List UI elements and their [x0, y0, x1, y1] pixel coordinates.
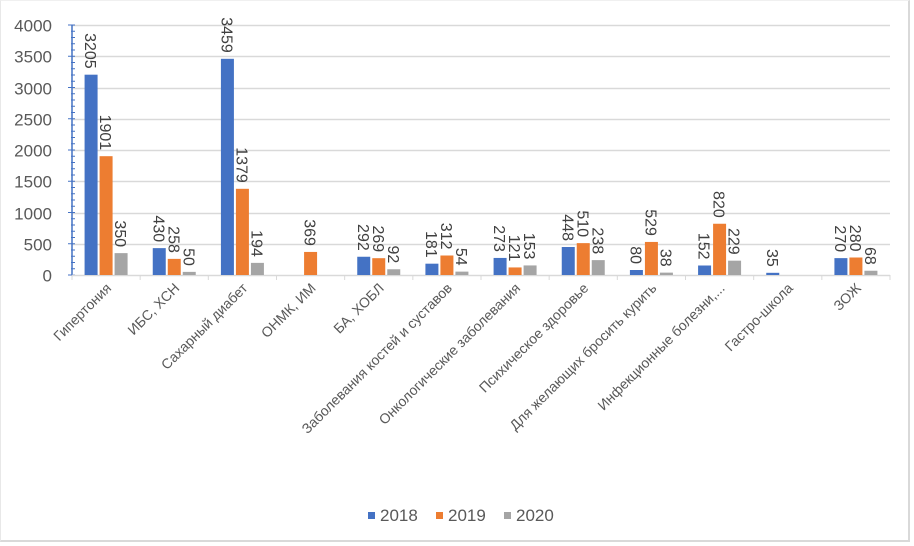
bar-2018 [561, 247, 575, 275]
bar-2018 [152, 248, 166, 275]
bar-2020 [523, 265, 537, 275]
data-label: 3205 [81, 33, 98, 69]
bar-2019 [644, 241, 658, 275]
legend-label: 2019 [448, 506, 486, 525]
data-label: 269 [369, 225, 386, 252]
data-label: 369 [301, 219, 318, 246]
data-label: 35 [763, 249, 780, 267]
data-label: 510 [573, 210, 590, 237]
data-label: 273 [490, 225, 507, 252]
bar-2018 [766, 272, 780, 275]
legend-swatch-2020 [504, 512, 511, 519]
data-label: 280 [846, 225, 863, 252]
legend: 2018 2019 2020 [368, 506, 554, 525]
data-labels: 3205 430 3459 292 181 273 448 80 152 35 270 1901 258… [81, 17, 878, 267]
data-label: 38 [656, 249, 673, 267]
bar-2020 [728, 260, 742, 275]
data-label: 3459 [217, 17, 234, 53]
bar-2018 [220, 58, 234, 275]
bar-2018 [493, 257, 507, 275]
bar-2018 [698, 265, 712, 275]
bar-2018 [357, 256, 371, 275]
bar-2019 [713, 223, 727, 275]
category-label: ОНМК, ИМ [258, 280, 319, 341]
data-label: 238 [588, 227, 605, 254]
data-label: 430 [149, 215, 166, 242]
category-label: ЗОЖ [830, 280, 864, 314]
bar-2019 [372, 258, 386, 275]
y-tick-label: 2000 [14, 142, 52, 161]
data-label: 152 [695, 233, 712, 260]
bar-2020 [182, 271, 196, 275]
bar-2018 [84, 74, 98, 275]
bar-2020 [864, 270, 878, 275]
bar-2019 [440, 255, 454, 275]
bar-2018 [425, 263, 439, 275]
bar-2019 [235, 188, 249, 275]
y-tick-label: 500 [24, 236, 52, 255]
data-label: 292 [354, 224, 371, 251]
data-label: 1901 [96, 115, 113, 151]
data-label: 80 [626, 246, 643, 264]
data-label: 1379 [232, 147, 249, 183]
data-label: 258 [164, 226, 181, 253]
data-label: 50 [179, 248, 196, 266]
data-label: 820 [710, 191, 727, 218]
category-label: ИБС, ХСН [124, 280, 182, 338]
legend-label: 2018 [380, 506, 418, 525]
category-label: Заболевания костей и суставов [298, 280, 455, 437]
category-label: Онкологические заболевания [375, 280, 523, 428]
legend-label: 2020 [516, 506, 554, 525]
bar-2020 [659, 272, 673, 275]
y-tick-label: 1000 [14, 205, 52, 224]
y-tick-label: 3000 [14, 80, 52, 99]
data-label: 448 [558, 214, 575, 241]
bar-2019 [849, 257, 863, 275]
category-label: Психическое здоровье [476, 280, 592, 396]
gridlines [72, 24, 890, 246]
y-axis: 0 500 1000 1500 2000 2500 3000 3500 4000 [14, 17, 75, 286]
bar-2020 [250, 262, 264, 275]
y-tick-label: 2500 [14, 111, 52, 130]
bar-2020 [114, 253, 128, 275]
bar-2019 [304, 251, 318, 275]
bar-2019 [99, 156, 113, 275]
bar-2019 [167, 258, 181, 275]
legend-swatch-2019 [436, 512, 443, 519]
data-label: 350 [111, 220, 128, 247]
bar-2018 [629, 270, 643, 275]
y-tick-label: 0 [43, 267, 52, 286]
data-label: 312 [437, 223, 454, 250]
y-tick-label: 4000 [14, 17, 52, 36]
data-label: 153 [520, 233, 537, 260]
category-label: Инфекционные болезни,... [594, 280, 727, 413]
data-label: 92 [384, 245, 401, 263]
y-tick-label: 3500 [14, 48, 52, 67]
data-label: 54 [452, 248, 469, 266]
bars [84, 58, 878, 275]
category-label: Гастро-школа [721, 280, 796, 355]
bar-2020 [591, 260, 605, 275]
data-label: 194 [247, 230, 264, 257]
bar-2018 [834, 258, 848, 275]
x-axis [71, 274, 891, 280]
bar-2019 [576, 243, 590, 275]
data-label: 181 [422, 231, 439, 258]
bar-2020 [387, 269, 401, 275]
category-label: Для желающих бросить курить [506, 280, 659, 433]
category-label: БА, ХОБЛ [330, 280, 387, 337]
data-label: 121 [505, 235, 522, 262]
data-label: 229 [725, 228, 742, 255]
bar-2019 [508, 267, 522, 275]
legend-swatch-2018 [368, 512, 375, 519]
data-label: 270 [831, 225, 848, 252]
data-label: 529 [641, 209, 658, 236]
category-label: Гипертония [50, 280, 114, 344]
data-label: 68 [861, 247, 878, 265]
y-tick-label: 1500 [14, 173, 52, 192]
bar-2020 [455, 271, 469, 275]
